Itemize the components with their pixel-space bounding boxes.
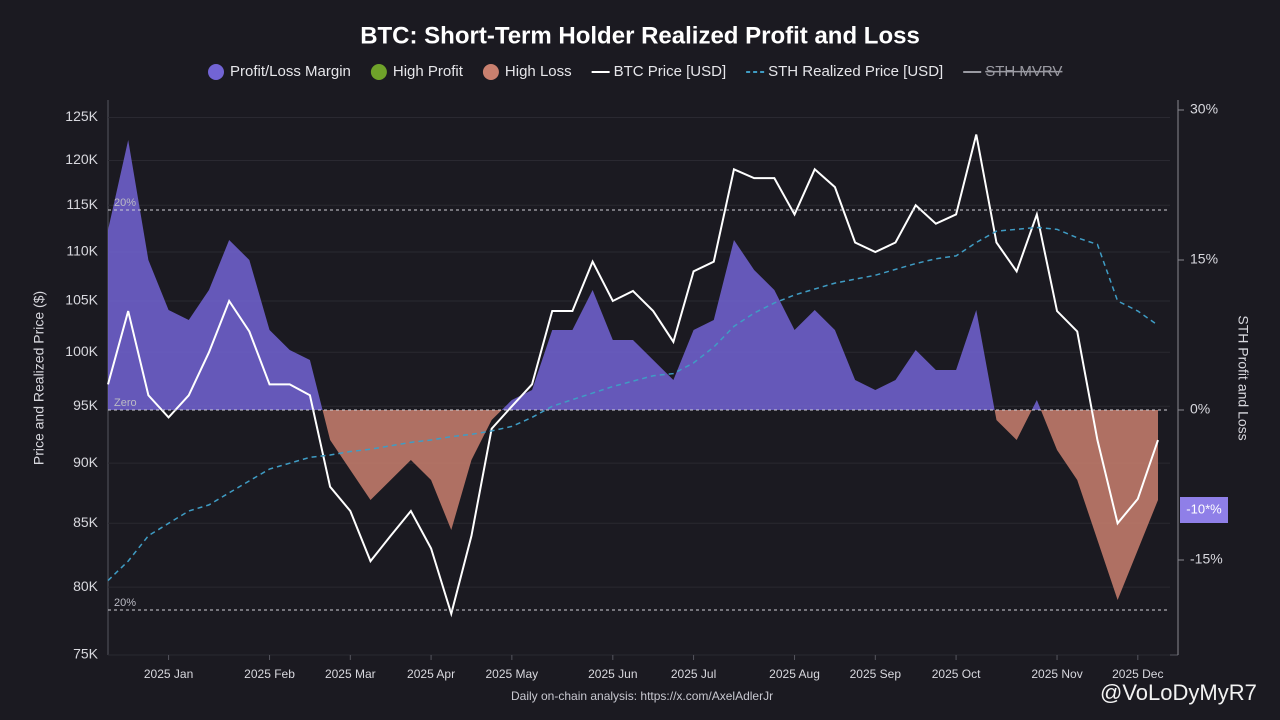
margin-area-profit (108, 140, 1158, 410)
y2-tick-label: 15% (1190, 251, 1218, 267)
y-tick-label: 75K (73, 646, 99, 662)
y-tick-label: 90K (73, 454, 99, 470)
y-tick-label: 115K (66, 196, 98, 212)
legend-label: Profit/Loss Margin (230, 63, 351, 80)
y-tick-label: 125K (65, 108, 98, 124)
legend-marker (370, 64, 387, 80)
y-tick-label: 105K (65, 292, 98, 308)
y2-tick-label: 0% (1190, 401, 1210, 417)
x-tick-label: 2025 Feb (244, 667, 295, 681)
legend-label: High Profit (393, 63, 464, 80)
legend-label: High Loss (505, 63, 572, 80)
legend-label: BTC Price [USD] (614, 63, 727, 80)
margin-area-loss (108, 410, 1158, 600)
x-tick-label: 2025 Apr (407, 667, 455, 681)
y-tick-label: 95K (73, 397, 99, 413)
threshold-label: 20% (114, 597, 136, 609)
watermark: @VoLoDyMyR7 (1100, 680, 1257, 705)
threshold-label: 20% (114, 197, 136, 209)
legend-label: STH MVRV (985, 63, 1062, 80)
x-tick-label: 2025 Jan (144, 667, 193, 681)
legend-marker (208, 64, 224, 80)
current-value-box (1180, 497, 1228, 523)
y2-tick-label: 30% (1190, 101, 1218, 117)
x-tick-label: 2025 Dec (1112, 667, 1163, 681)
y-tick-label: 100K (65, 343, 98, 359)
footer: Daily on-chain analysis: https://x.com/A… (511, 689, 773, 703)
current-value-label: -10*% (1186, 501, 1222, 516)
y-tick-label: 120K (65, 151, 98, 167)
y-axis-label: Price and Realized Price ($) (31, 291, 47, 465)
x-tick-label: 2025 Mar (325, 667, 376, 681)
price-line (107, 134, 1159, 618)
x-tick-label: 2025 May (485, 667, 538, 681)
y-tick-label: 110K (66, 243, 98, 259)
x-tick-label: 2025 Jun (588, 667, 637, 681)
y2-tick-label: -15% (1190, 551, 1223, 567)
y-tick-label: 85K (73, 514, 99, 530)
x-tick-label: 2025 Oct (932, 667, 981, 681)
legend-marker (482, 64, 499, 80)
chart-title: BTC: Short-Term Holder Realized Profit a… (360, 22, 920, 49)
legend-label: STH Realized Price [USD] (768, 63, 943, 80)
x-tick-label: 2025 Nov (1031, 667, 1082, 681)
x-tick-label: 2025 Jul (671, 667, 716, 681)
y2-axis-label: STH Profit and Loss (1235, 315, 1251, 440)
x-tick-label: 2025 Aug (769, 667, 820, 681)
y-tick-label: 80K (73, 578, 99, 594)
threshold-label: Zero (114, 397, 137, 409)
x-tick-label: 2025 Sep (850, 667, 902, 681)
